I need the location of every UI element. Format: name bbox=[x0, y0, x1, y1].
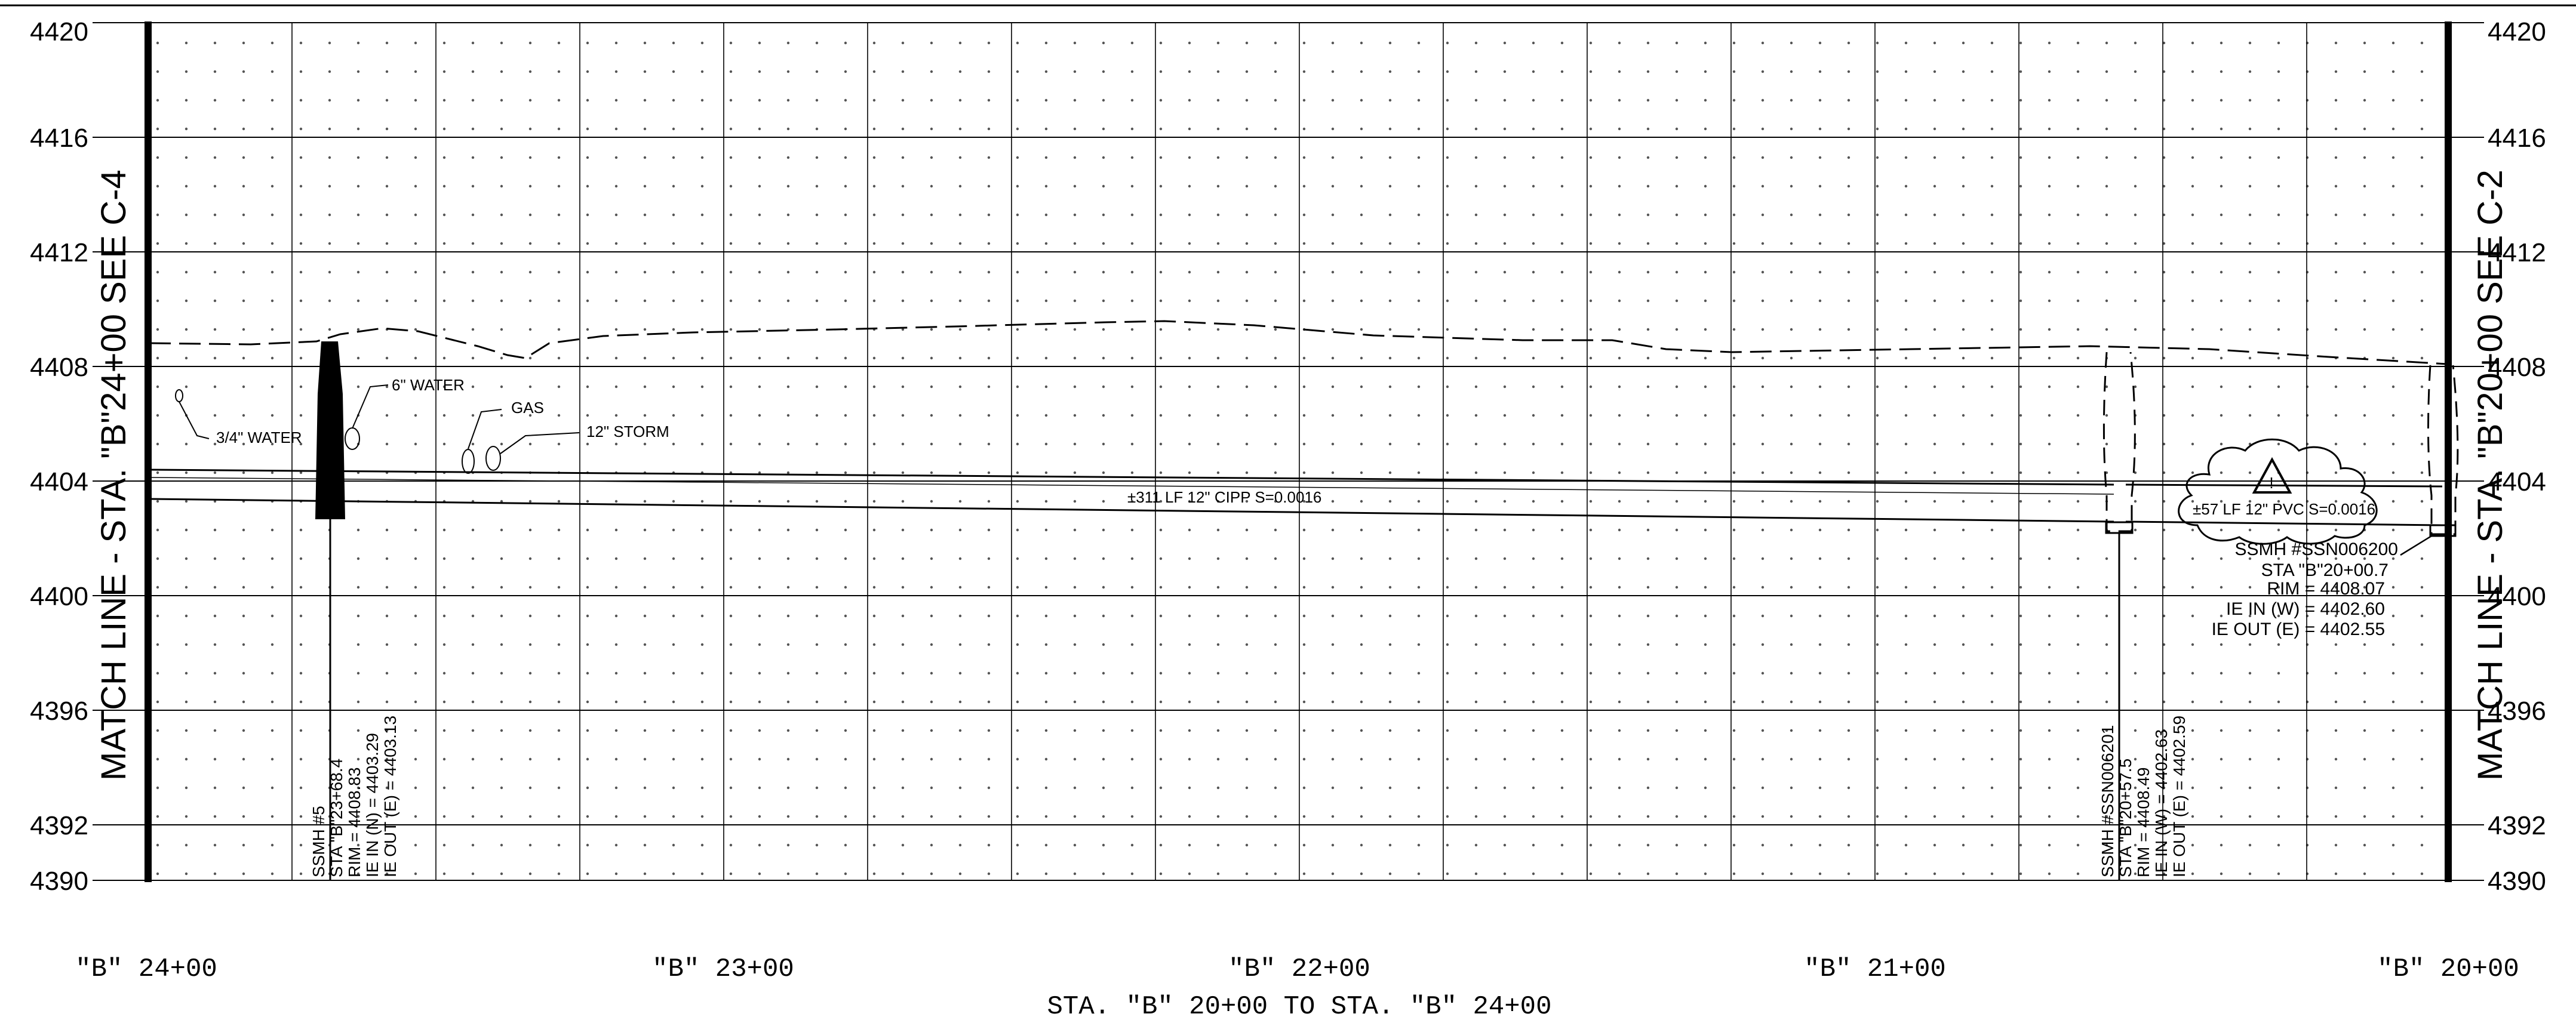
utility-label-water-6: 6" WATER bbox=[392, 376, 465, 394]
svg-text:4420: 4420 bbox=[2488, 17, 2546, 47]
svg-text:STA "B"23+68.4: STA "B"23+68.4 bbox=[327, 759, 346, 877]
svg-text:4390: 4390 bbox=[30, 867, 88, 896]
svg-text:4404: 4404 bbox=[30, 467, 88, 497]
station-labels: "B" 24+00 "B" 23+00 "B" 22+00 "B" 21+00 … bbox=[75, 954, 2519, 984]
svg-text:4390: 4390 bbox=[2488, 867, 2546, 896]
match-line-right-label: MATCH LINE - STA. "B"20+00 SEE C-2 bbox=[2471, 170, 2510, 781]
svg-text:IE OUT (E) = 4403.13: IE OUT (E) = 4403.13 bbox=[381, 716, 399, 877]
match-line-left-label: MATCH LINE - STA. "B"24+00 SEE C-4 bbox=[94, 170, 133, 781]
pipe-label-short: ±57 LF 12" PVC S=0.0016 bbox=[2193, 500, 2375, 518]
svg-text:RIM = 4408.83: RIM = 4408.83 bbox=[345, 768, 364, 877]
utility-label-water-small: 3/4" WATER bbox=[216, 429, 302, 446]
svg-text:SSMH #SSN006200: SSMH #SSN006200 bbox=[2235, 540, 2399, 559]
svg-text:IE OUT (E) = 4402.55: IE OUT (E) = 4402.55 bbox=[2212, 620, 2385, 639]
svg-text:IE IN (N) = 4403.29: IE IN (N) = 4403.29 bbox=[363, 733, 382, 877]
svg-text:4392: 4392 bbox=[2488, 811, 2546, 840]
svg-text:4400: 4400 bbox=[30, 582, 88, 611]
svg-text:RIM = 4408.49: RIM = 4408.49 bbox=[2134, 768, 2153, 877]
pipe-label-main: ±311 LF 12" CIPP S=0.0016 bbox=[1127, 488, 1321, 506]
svg-text:IE OUT (E) = 4402.59: IE OUT (E) = 4402.59 bbox=[2170, 716, 2188, 877]
svg-text:"B" 20+00: "B" 20+00 bbox=[2377, 954, 2519, 984]
svg-text:4416: 4416 bbox=[2488, 124, 2546, 153]
svg-text:4408: 4408 bbox=[30, 353, 88, 382]
svg-text:!: ! bbox=[2269, 474, 2273, 492]
svg-text:SSMH #5: SSMH #5 bbox=[309, 806, 328, 877]
svg-text:4396: 4396 bbox=[30, 697, 88, 726]
elevation-labels-left: 4420 4416 4412 4408 4404 4400 4396 4392 … bbox=[30, 17, 88, 896]
svg-text:4420: 4420 bbox=[30, 17, 88, 47]
utility-label-storm: 12" STORM bbox=[586, 423, 669, 440]
svg-text:IE IN (W) = 4402.63: IE IN (W) = 4402.63 bbox=[2152, 729, 2171, 877]
utility-label-gas: GAS bbox=[511, 399, 544, 417]
svg-text:SSMH #SSN006201: SSMH #SSN006201 bbox=[2098, 725, 2117, 877]
svg-text:"B" 22+00: "B" 22+00 bbox=[1228, 954, 1370, 984]
svg-text:"B" 21+00: "B" 21+00 bbox=[1804, 954, 1946, 984]
svg-text:4392: 4392 bbox=[30, 811, 88, 840]
svg-text:4416: 4416 bbox=[30, 124, 88, 153]
svg-text:RIM = 4408.07: RIM = 4408.07 bbox=[2267, 579, 2385, 599]
svg-text:STA "B"20+57.5: STA "B"20+57.5 bbox=[2116, 759, 2135, 877]
svg-text:STA "B"20+00.7: STA "B"20+00.7 bbox=[2261, 560, 2389, 580]
svg-text:"B" 23+00: "B" 23+00 bbox=[652, 954, 794, 984]
svg-text:4412: 4412 bbox=[30, 238, 88, 267]
profile-title: STA. "B" 20+00 TO STA. "B" 24+00 bbox=[1047, 992, 1552, 1020]
svg-text:"B" 24+00: "B" 24+00 bbox=[75, 954, 217, 984]
svg-text:IE IN (W) = 4402.60: IE IN (W) = 4402.60 bbox=[2226, 599, 2385, 619]
